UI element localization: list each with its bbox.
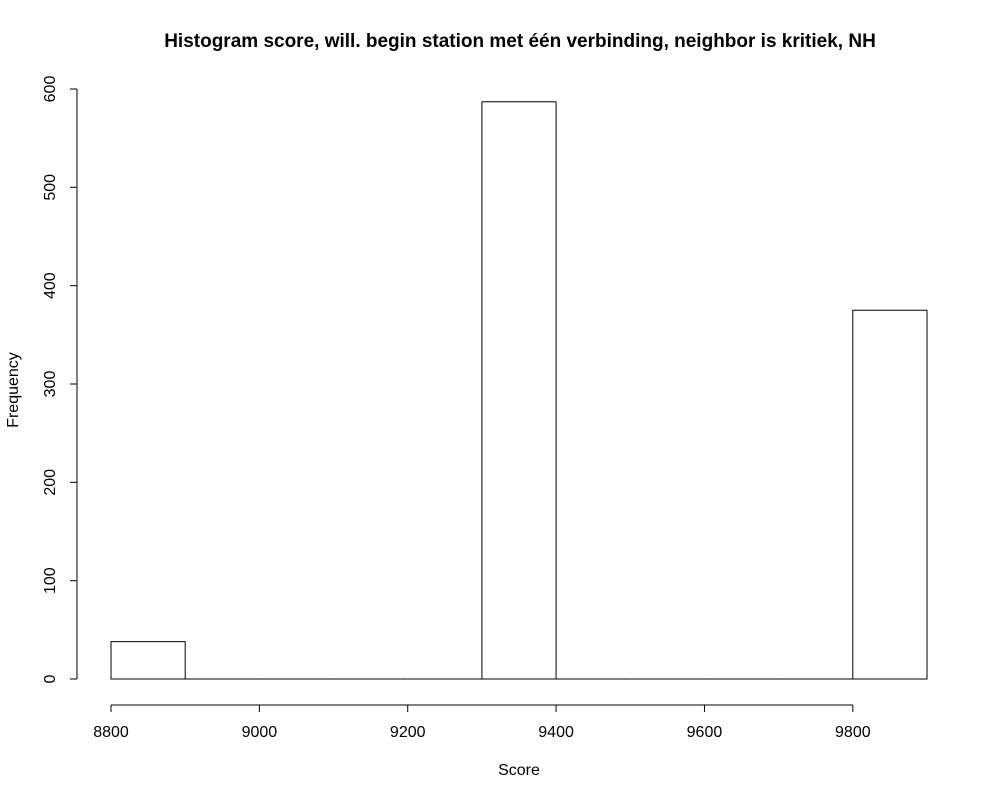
y-tick-label: 400	[42, 272, 59, 299]
x-tick-label: 8800	[93, 724, 129, 741]
histogram-bar	[110, 641, 186, 680]
x-tick-label: 9800	[835, 724, 871, 741]
y-tick-label: 0	[42, 674, 59, 683]
x-axis: 8800 9000 9200 9400 9600 9800	[93, 704, 871, 741]
histogram-bar	[481, 101, 557, 680]
y-tick-label: 300	[42, 371, 59, 398]
histogram-bar	[852, 309, 928, 680]
y-tick-label: 100	[42, 567, 59, 594]
x-tick-label: 9000	[242, 724, 278, 741]
x-tick-label: 9200	[390, 724, 426, 741]
y-tick-label: 600	[42, 76, 59, 103]
x-tick-label: 9600	[687, 724, 723, 741]
bars-group	[110, 101, 928, 680]
y-axis: 0 100 200 300 400 500 600	[42, 76, 78, 683]
y-tick-label: 200	[42, 469, 59, 496]
chart-title: Histogram score, will. begin station met…	[164, 31, 876, 52]
y-tick-label: 500	[42, 174, 59, 201]
x-axis-label: Score	[498, 762, 540, 779]
y-axis-label: Frequency	[5, 352, 22, 428]
x-tick-label: 9400	[538, 724, 574, 741]
